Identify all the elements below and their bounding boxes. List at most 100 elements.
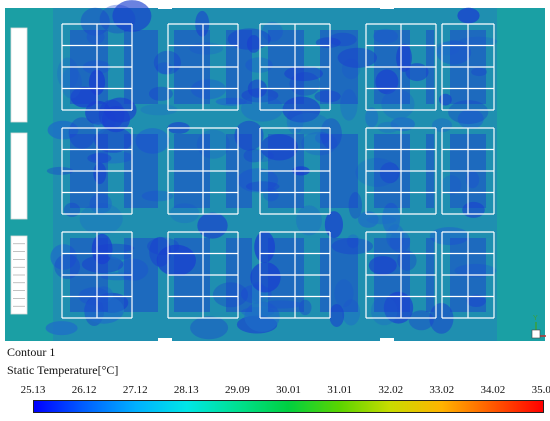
contour-blob bbox=[348, 192, 362, 219]
contour-blob bbox=[320, 118, 342, 149]
contour-blob bbox=[46, 166, 74, 175]
contour-title: Contour 1 bbox=[7, 345, 56, 359]
contour-blob bbox=[454, 263, 497, 278]
colorbar-tick-label: 28.13 bbox=[173, 384, 199, 396]
contour-blob bbox=[50, 244, 77, 270]
contour-blob bbox=[243, 148, 264, 163]
contour-blob bbox=[324, 211, 343, 239]
contour-blob bbox=[457, 109, 484, 129]
contour-blob bbox=[358, 211, 379, 228]
contour-blob bbox=[457, 7, 480, 24]
axis-origin bbox=[531, 329, 541, 339]
contour-blob bbox=[331, 238, 373, 255]
contour-blob bbox=[408, 310, 434, 331]
contour-blob bbox=[368, 256, 397, 275]
contour-blob bbox=[147, 237, 180, 255]
contour-blob bbox=[79, 203, 123, 235]
contour-blob bbox=[68, 117, 96, 149]
contour-blob bbox=[245, 57, 273, 73]
contour-blob bbox=[237, 168, 279, 193]
contour-blob bbox=[215, 97, 247, 106]
contour-blob bbox=[429, 303, 454, 334]
colorbar bbox=[33, 400, 544, 413]
contour-blob bbox=[289, 113, 330, 135]
contour-blob bbox=[169, 203, 200, 224]
contour-blob bbox=[466, 170, 480, 189]
contour-blob bbox=[466, 294, 486, 307]
contour-blob bbox=[314, 90, 341, 103]
contour-blob bbox=[340, 89, 358, 121]
door-marker bbox=[380, 338, 394, 343]
contour-blob bbox=[86, 29, 105, 45]
contour-blob bbox=[141, 190, 174, 202]
contour-blob bbox=[296, 205, 322, 236]
contour-blob bbox=[61, 67, 82, 99]
contour-blob bbox=[190, 79, 227, 100]
contour-blob bbox=[245, 181, 280, 192]
contour-blob bbox=[381, 89, 415, 120]
contour-blob bbox=[197, 212, 228, 239]
axis-y-label: Y bbox=[533, 315, 538, 322]
colorbar-tick-labels: 25.13 26.12 27.12 28.13 29.09 30.01 31.01 32.02… bbox=[0, 384, 550, 398]
contour-blob bbox=[89, 193, 112, 214]
contour-blob bbox=[241, 95, 284, 122]
contour-blob bbox=[54, 254, 81, 279]
contour-blob bbox=[241, 307, 275, 317]
contour-blob bbox=[298, 299, 312, 316]
contour-blob bbox=[383, 291, 414, 324]
contour-blob bbox=[346, 234, 360, 249]
colorbar-tick-label: 35.01 bbox=[531, 384, 550, 396]
contour-blob bbox=[342, 299, 361, 326]
contour-blob bbox=[250, 262, 281, 293]
colorbar-tick-label: 32.02 bbox=[378, 384, 404, 396]
contour-blob bbox=[329, 304, 345, 327]
contour-blob bbox=[436, 40, 472, 65]
contour-blob bbox=[448, 100, 489, 125]
contour-blob bbox=[80, 7, 110, 36]
colorbar-tick-label: 29.09 bbox=[225, 384, 250, 396]
contour-blob bbox=[148, 86, 173, 101]
contour-blob bbox=[397, 250, 417, 271]
colorbar-tick-label: 27.12 bbox=[122, 384, 148, 396]
contour-blob bbox=[315, 132, 330, 144]
door-marker bbox=[380, 4, 394, 9]
contour-blob bbox=[439, 93, 452, 106]
colorbar-tick-label: 26.12 bbox=[71, 384, 97, 396]
contour-blob bbox=[259, 300, 303, 309]
contour-blob bbox=[396, 43, 412, 72]
contour-blob bbox=[99, 4, 136, 34]
colorbar-tick-label: 33.02 bbox=[429, 384, 455, 396]
colorbar-tick-label: 34.02 bbox=[480, 384, 506, 396]
contour-blob bbox=[70, 86, 99, 108]
contour-blob bbox=[247, 79, 267, 98]
contour-blob bbox=[373, 28, 398, 44]
contour-blob bbox=[337, 47, 377, 68]
temperature-contour-svg: Y bbox=[5, 0, 546, 343]
contour-blob bbox=[87, 153, 112, 164]
contour-blob bbox=[94, 126, 133, 153]
contour-blob bbox=[212, 282, 249, 308]
colorbar-variable-label: Static Temperature[°C] bbox=[7, 363, 119, 377]
contour-blob bbox=[81, 255, 124, 274]
contour-blob bbox=[441, 175, 462, 195]
contour-blob bbox=[47, 120, 79, 140]
contour-blob bbox=[45, 321, 78, 336]
door-marker bbox=[158, 4, 172, 9]
contour-blob bbox=[149, 236, 172, 267]
contour-blob bbox=[135, 128, 170, 154]
contour-blob bbox=[90, 150, 134, 164]
contour-blob bbox=[190, 316, 229, 340]
door-marker bbox=[158, 338, 172, 343]
contour-blob bbox=[377, 121, 399, 133]
contour-blob bbox=[382, 202, 401, 234]
crac-unit bbox=[10, 132, 28, 220]
contour-blob bbox=[471, 67, 488, 77]
contour-blob bbox=[100, 272, 135, 281]
contour-blob bbox=[432, 118, 452, 133]
contour-blob bbox=[284, 66, 323, 82]
contour-blob bbox=[234, 120, 264, 151]
contour-blob bbox=[84, 295, 124, 324]
contour-right-zone bbox=[497, 8, 545, 341]
contour-blob bbox=[196, 129, 230, 159]
contour-blob bbox=[334, 279, 354, 308]
